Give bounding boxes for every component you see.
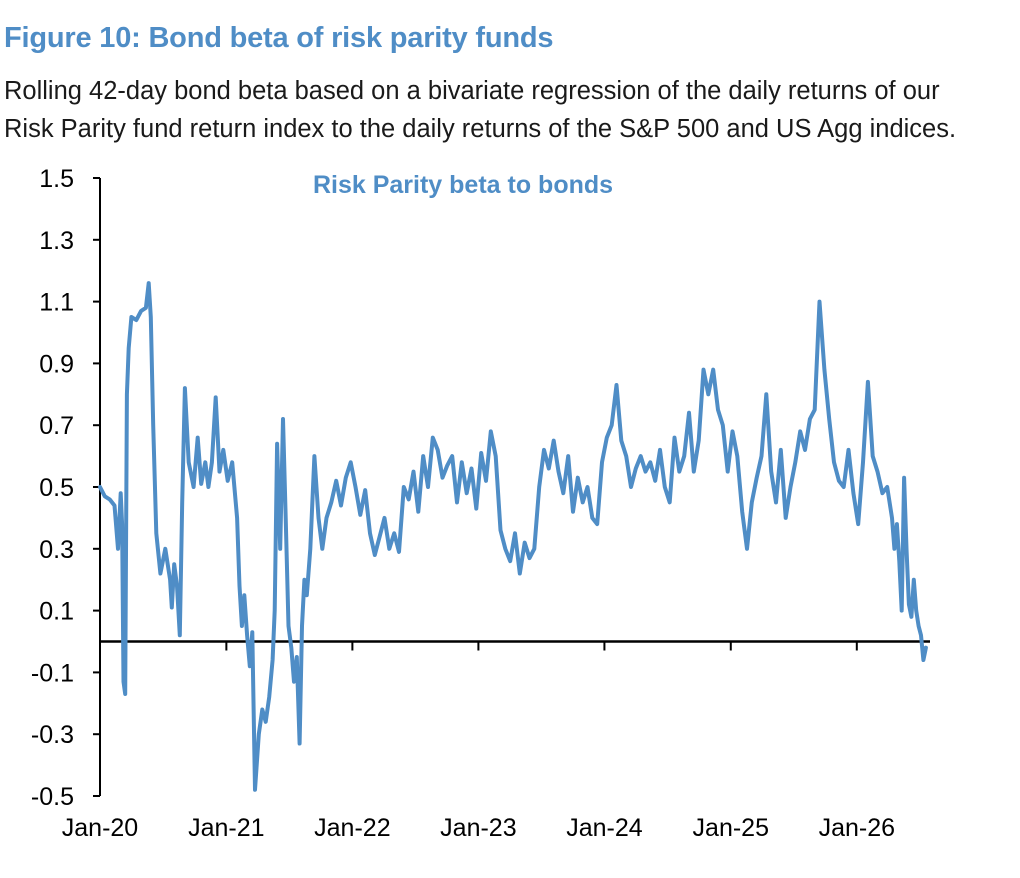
y-axis: 1.5 1.3 1.1 0.9 0.7 0.5 0.3 0.1 -0.1 -0.3 -0.5 [31, 165, 101, 811]
plot-area [98, 281, 928, 792]
y-tick-label: 0.7 [39, 412, 74, 440]
y-tick-label: 1.3 [39, 227, 74, 255]
x-tick-label: Jan-24 [566, 814, 643, 842]
chart-title: Risk Parity beta to bonds [313, 171, 613, 199]
x-tick-label: Jan-25 [693, 814, 769, 842]
bond-beta-series-line [98, 281, 928, 792]
x-tick-label: Jan-23 [440, 814, 516, 842]
subtitle-line-2: Risk Parity fund return index to the dai… [4, 115, 957, 143]
figure-subtitle: Rolling 42-day bond beta based on a biva… [4, 72, 1014, 148]
y-tick-label: 0.5 [39, 474, 74, 502]
y-tick-label: 0.3 [39, 536, 74, 564]
x-tick-label: Jan-21 [188, 814, 264, 842]
y-tick-label: 1.5 [39, 165, 74, 193]
x-tick-label: Jan-26 [819, 814, 895, 842]
y-tick-label: 0.9 [39, 350, 74, 378]
y-tick-label: -0.1 [31, 659, 74, 687]
x-tick-label: Jan-22 [314, 814, 390, 842]
y-tick-label: -0.5 [31, 783, 74, 811]
x-tick-label: Jan-20 [62, 814, 138, 842]
subtitle-line-1: Rolling 42-day bond beta based on a biva… [4, 77, 940, 105]
figure-title: Figure 10: Bond beta of risk parity fund… [4, 22, 554, 54]
x-axis: Jan-20 Jan-21 Jan-22 Jan-23 Jan-24 Jan-25 Jan-… [62, 640, 930, 842]
y-tick-label: 1.1 [39, 289, 74, 317]
y-tick-label: -0.3 [31, 721, 74, 749]
y-tick-label: 0.1 [39, 598, 74, 626]
